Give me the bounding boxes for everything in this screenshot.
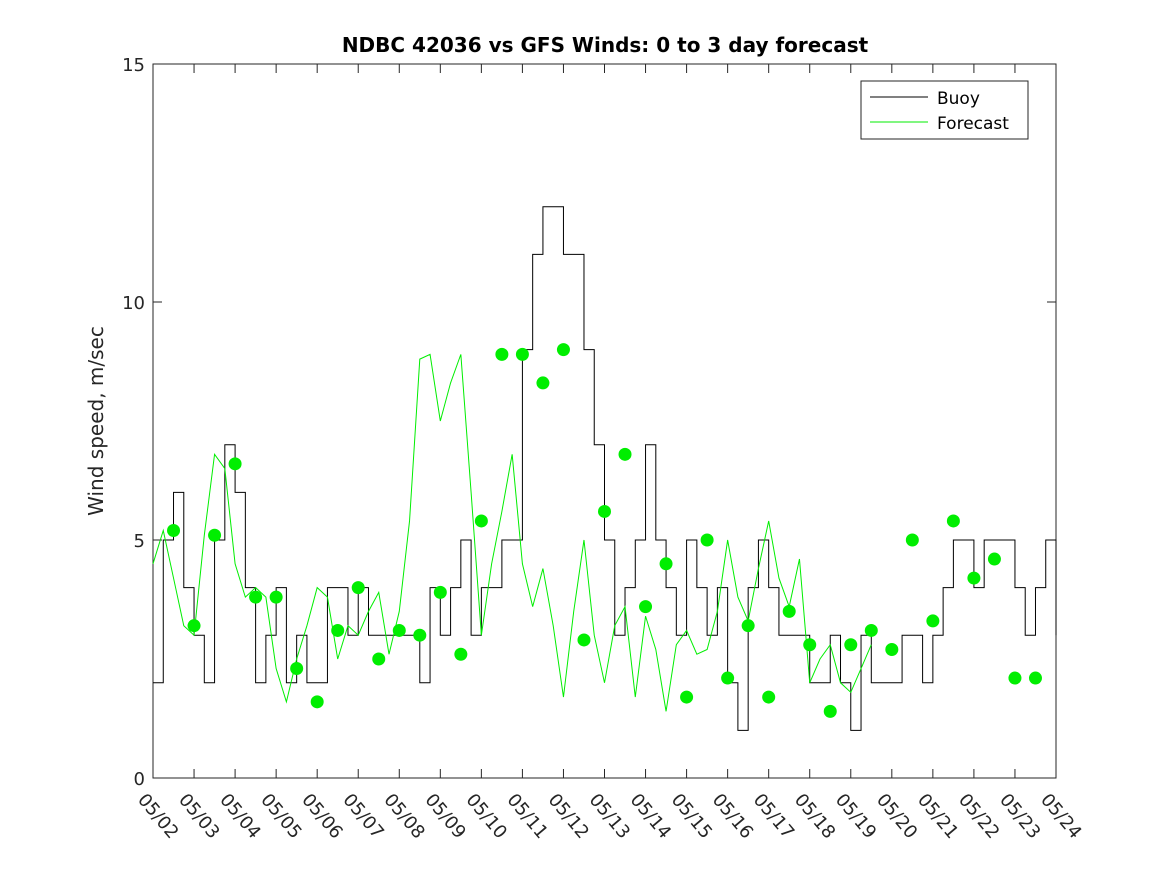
x-tick-label: 05/04 [215, 790, 264, 843]
series-layer [152, 206, 1057, 731]
forecast-marker [762, 690, 776, 704]
forecast-marker [1008, 671, 1022, 685]
y-tick-label: 0 [134, 769, 145, 790]
forecast-marker [864, 623, 878, 637]
forecast-marker [208, 528, 222, 542]
x-tick-label: 05/21 [913, 790, 962, 843]
x-tick-label: 05/09 [420, 790, 469, 843]
legend: Buoy Forecast [860, 80, 1029, 140]
series-line-forecast [152, 353, 872, 712]
forecast-marker [823, 704, 837, 718]
forecast-marker [331, 623, 345, 637]
forecast-marker [433, 585, 447, 599]
forecast-marker [659, 557, 673, 571]
x-tick-label: 05/15 [667, 790, 716, 843]
forecast-marker [946, 514, 960, 528]
y-tick-label: 15 [122, 55, 145, 76]
x-tick-label: 05/20 [872, 790, 921, 843]
x-tick-label: 05/23 [995, 790, 1044, 843]
x-tick-label: 05/05 [256, 790, 305, 843]
x-tick-label: 05/02 [133, 790, 182, 843]
x-tick-label: 05/24 [1036, 790, 1085, 843]
x-tick-label: 05/16 [708, 790, 757, 843]
x-tick-label: 05/22 [954, 790, 1003, 843]
forecast-marker [310, 695, 324, 709]
forecast-marker [290, 662, 304, 676]
chart-title: NDBC 42036 vs GFS Winds: 0 to 3 day fore… [342, 33, 869, 57]
forecast-marker [926, 614, 940, 628]
forecast-marker [413, 628, 427, 642]
forecast-marker [967, 571, 981, 585]
x-tick-label: 05/03 [174, 790, 223, 843]
forecast-marker [228, 457, 242, 471]
x-tick-label: 05/13 [585, 790, 634, 843]
x-tick-label: 05/06 [297, 790, 346, 843]
x-tick-label: 05/17 [749, 790, 798, 843]
legend-label-buoy: Buoy [937, 89, 980, 109]
x-tick-label: 05/10 [462, 790, 511, 843]
y-tick-label: 5 [134, 531, 145, 552]
forecast-marker [474, 514, 488, 528]
marker-layer [167, 343, 1042, 718]
forecast-marker [618, 447, 632, 461]
forecast-marker [392, 623, 406, 637]
forecast-marker [987, 552, 1001, 566]
forecast-marker [372, 652, 386, 666]
y-tick-label: 10 [122, 293, 145, 314]
forecast-marker [598, 504, 611, 518]
forecast-marker [782, 604, 796, 618]
forecast-marker [700, 533, 714, 547]
y-axis-label: Wind speed, m/sec [84, 326, 108, 516]
forecast-marker [885, 642, 899, 656]
forecast-marker [639, 600, 653, 614]
x-tick-label: 05/19 [831, 790, 880, 843]
forecast-marker [536, 376, 550, 390]
forecast-marker [351, 581, 365, 595]
forecast-marker [741, 619, 755, 633]
x-tick-label: 05/11 [503, 790, 552, 843]
forecast-marker [680, 690, 694, 704]
x-tick-label: 05/14 [626, 790, 675, 843]
forecast-marker [905, 533, 919, 547]
x-tick-label: 05/12 [544, 790, 593, 843]
forecast-marker [269, 590, 283, 604]
forecast-marker [249, 590, 263, 604]
forecast-marker [803, 638, 817, 652]
forecast-marker [167, 523, 181, 537]
series-line-buoy [153, 206, 1057, 731]
x-tick-label: 05/08 [379, 790, 428, 843]
forecast-marker [495, 347, 509, 361]
x-tick-label: 05/18 [790, 790, 839, 843]
legend-label-forecast: Forecast [937, 114, 1009, 134]
forecast-marker [721, 671, 735, 685]
plot-area [152, 63, 1057, 779]
forecast-marker [187, 619, 201, 633]
forecast-marker [454, 647, 468, 661]
forecast-marker [556, 343, 570, 357]
forecast-marker [577, 633, 591, 647]
forecast-marker [515, 347, 529, 361]
x-tick-label: 05/07 [338, 790, 387, 843]
legend-box [860, 80, 1029, 140]
forecast-marker [1028, 671, 1042, 685]
forecast-marker [844, 638, 858, 652]
